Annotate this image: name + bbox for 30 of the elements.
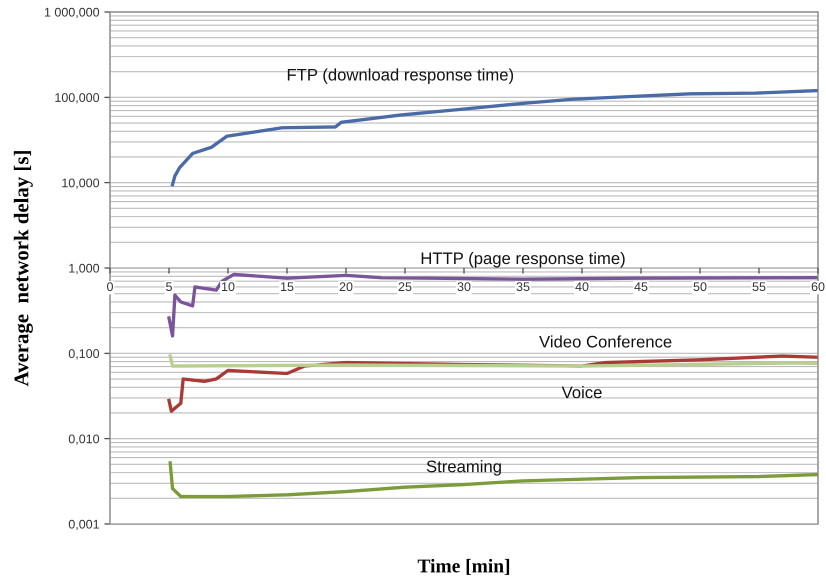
series-label: Voice bbox=[562, 386, 602, 398]
y-tick-label: 0,010 bbox=[68, 434, 100, 445]
series-label: Streaming bbox=[426, 460, 501, 476]
series-label: HTTP (page response time) bbox=[422, 252, 625, 268]
x-tick-label: 40 bbox=[575, 282, 588, 292]
y-tick-label: 100,000 bbox=[55, 93, 100, 104]
y-axis-title: Average network delay [s] bbox=[14, 151, 33, 386]
x-tick-label: 45 bbox=[634, 282, 648, 292]
x-tick-label: 5 bbox=[166, 282, 172, 292]
line-series bbox=[170, 88, 818, 186]
x-tick-label: 25 bbox=[398, 282, 412, 292]
x-tick-label: 20 bbox=[340, 282, 352, 292]
series-label: FTP (download response time) bbox=[288, 68, 514, 84]
x-axis-title: Time [min] bbox=[418, 558, 510, 575]
x-tick-label: 15 bbox=[281, 282, 294, 292]
x-tick-label: 35 bbox=[516, 282, 530, 292]
x-tick-label: 55 bbox=[752, 282, 766, 292]
y-tick-label: 0,100 bbox=[68, 349, 100, 360]
y-tick-label: 10,000 bbox=[62, 178, 100, 189]
x-tick-label: 10 bbox=[222, 282, 234, 292]
series-label: Video Conference bbox=[539, 335, 672, 348]
x-tick-label: 60 bbox=[812, 282, 824, 292]
x-tick-label: 50 bbox=[694, 282, 706, 292]
line-series bbox=[168, 354, 818, 368]
x-tick-label: 30 bbox=[458, 282, 470, 292]
y-tick-label: 1 000,000 bbox=[44, 8, 100, 18]
line-series bbox=[168, 461, 818, 498]
y-tick-label: 0,001 bbox=[68, 520, 99, 530]
x-tick-label: 0 bbox=[107, 282, 113, 292]
y-tick-label: 1,000 bbox=[69, 264, 100, 274]
